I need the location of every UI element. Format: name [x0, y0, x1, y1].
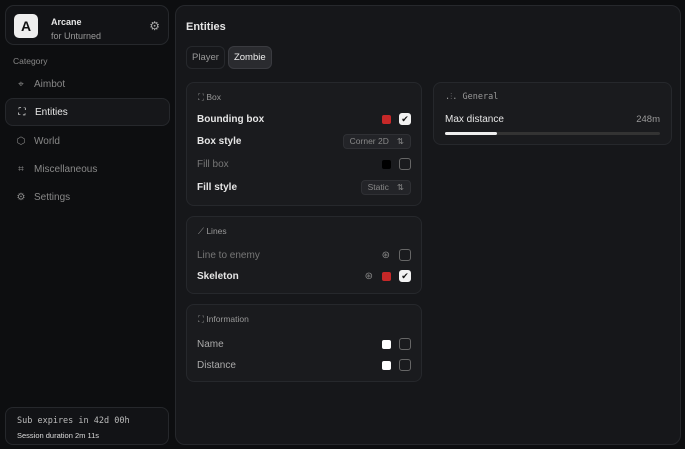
- target-icon[interactable]: ⊛: [381, 249, 390, 261]
- general-header: .⫶. General: [445, 92, 498, 102]
- lines-header: ⟋ Lines: [198, 226, 227, 237]
- sidebar-item-label: World: [34, 135, 60, 147]
- cube-icon: ⬡: [16, 135, 26, 147]
- line-to-enemy-label: Line to enemy: [197, 249, 260, 261]
- gear-icon: ⚙: [16, 191, 26, 203]
- brand-card: A Arcane for Unturned ⚙: [5, 5, 169, 45]
- bounding-box-color[interactable]: [382, 114, 391, 124]
- fill-box-row: Fill box: [197, 156, 411, 172]
- skeleton-checkbox[interactable]: ✔: [399, 270, 411, 282]
- category-label: Category: [13, 56, 48, 66]
- sidebar-item-label: Aimbot: [34, 78, 66, 90]
- box-title: Box: [206, 92, 221, 102]
- distance-color[interactable]: [382, 360, 391, 370]
- sidebar-item-label: Miscellaneous: [34, 163, 98, 175]
- max-distance-value: 248m: [636, 113, 660, 125]
- skeleton-color[interactable]: [382, 271, 391, 281]
- chevron-updown-icon: ⇅: [396, 181, 404, 192]
- box-card: ⛶ Box Bounding box ✔ Box style Corner 2D ⇅ …: [186, 82, 422, 206]
- gear-icon[interactable]: ⚙: [149, 19, 160, 33]
- tab-player[interactable]: Player: [186, 46, 225, 69]
- tab-zombie[interactable]: Zombie: [227, 46, 272, 69]
- line-icon: ⟋: [198, 226, 204, 236]
- box-style-row: Box style Corner 2D ⇅: [197, 133, 411, 149]
- box-icon: ⛶: [198, 92, 204, 102]
- max-distance-row: Max distance 248m: [445, 111, 660, 127]
- app-name: Arcane: [51, 17, 82, 27]
- distance-row: Distance: [197, 357, 411, 373]
- session-duration: Session duration 2m 11s: [17, 431, 99, 440]
- target-icon[interactable]: ⊛: [364, 270, 373, 282]
- app-subtitle: for Unturned: [51, 31, 102, 41]
- chevron-updown-icon: ⇅: [396, 135, 404, 146]
- information-header: ⛶ Information: [198, 314, 249, 325]
- box-style-label: Box style: [197, 135, 242, 147]
- app-logo: A: [14, 14, 38, 38]
- sidebar-item-entities[interactable]: ⛶ Entities: [5, 98, 170, 126]
- entity-tabs: Player Zombie: [186, 46, 272, 69]
- name-label: Name: [197, 338, 224, 350]
- bounding-box-label: Bounding box: [197, 113, 265, 125]
- main-panel: Entities Player Zombie ⛶ Box Bounding bo…: [175, 5, 681, 445]
- distance-checkbox[interactable]: [399, 359, 411, 371]
- box-header: ⛶ Box: [198, 92, 221, 103]
- sidebar-item-label: Settings: [34, 191, 71, 203]
- slider-fill: [445, 132, 497, 135]
- max-distance-slider[interactable]: [445, 132, 660, 135]
- sidebar-item-miscellaneous[interactable]: ⌗ Miscellaneous: [5, 155, 170, 183]
- name-row: Name: [197, 336, 411, 352]
- information-card: ⛶ Information Name Distance: [186, 304, 422, 382]
- entity-icon: ⛶: [18, 106, 26, 118]
- fill-style-select[interactable]: Static ⇅: [360, 179, 411, 195]
- page-title: Entities: [186, 21, 226, 33]
- bounding-box-checkbox[interactable]: ✔: [399, 113, 411, 125]
- box-style-value: Corner 2D: [349, 136, 389, 146]
- grid-icon: ⌗: [18, 163, 24, 175]
- sidebar: A Arcane for Unturned ⚙ Category ⌖ Aimbot…: [0, 0, 173, 449]
- line-to-enemy-checkbox[interactable]: [399, 249, 411, 261]
- bounding-box-row: Bounding box ✔: [197, 111, 411, 127]
- name-checkbox[interactable]: [399, 338, 411, 350]
- general-card: .⫶. General Max distance 248m: [433, 82, 672, 145]
- max-distance-label: Max distance: [445, 113, 504, 125]
- information-title: Information: [206, 314, 249, 324]
- distance-label: Distance: [197, 359, 236, 371]
- skeleton-label: Skeleton: [197, 270, 239, 282]
- subscription-card: Sub expires in 42d 00h Session duration …: [5, 407, 169, 445]
- sidebar-item-aimbot[interactable]: ⌖ Aimbot: [5, 70, 170, 98]
- subscription-expiry: Sub expires in 42d 00h: [17, 416, 130, 426]
- fill-style-value: Static: [367, 182, 389, 192]
- sidebar-item-settings[interactable]: ⚙ Settings: [5, 183, 170, 211]
- crosshair-icon: ⌖: [18, 78, 24, 90]
- sidebar-item-label: Entities: [35, 106, 68, 118]
- name-color[interactable]: [382, 339, 391, 349]
- skeleton-row: Skeleton ⊛ ✔: [197, 268, 411, 284]
- fill-style-label: Fill style: [197, 181, 238, 193]
- general-title: General: [462, 92, 499, 102]
- fill-box-label: Fill box: [197, 158, 229, 170]
- fill-box-color[interactable]: [382, 159, 391, 169]
- fill-box-checkbox[interactable]: [399, 158, 411, 170]
- lines-title: Lines: [206, 226, 227, 236]
- sliders-icon: .⫶.: [445, 92, 458, 102]
- fill-style-row: Fill style Static ⇅: [197, 179, 411, 195]
- sidebar-item-world[interactable]: ⬡ World: [5, 127, 170, 155]
- box-style-select[interactable]: Corner 2D ⇅: [342, 133, 411, 149]
- info-icon: ⛶: [198, 314, 204, 324]
- lines-card: ⟋ Lines Line to enemy ⊛ Skeleton ⊛ ✔: [186, 216, 422, 294]
- line-to-enemy-row: Line to enemy ⊛: [197, 247, 411, 263]
